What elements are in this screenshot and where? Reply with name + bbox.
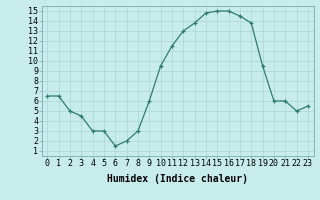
- X-axis label: Humidex (Indice chaleur): Humidex (Indice chaleur): [107, 174, 248, 184]
